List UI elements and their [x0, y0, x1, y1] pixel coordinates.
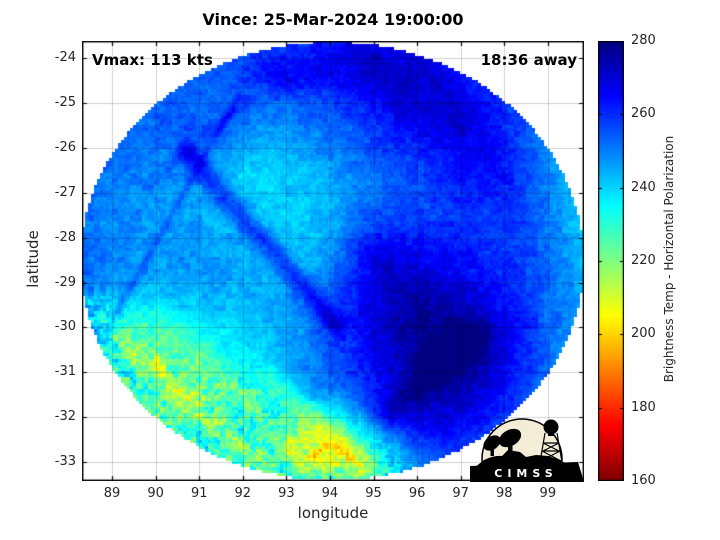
cimss-banner	[470, 462, 584, 482]
y-tick-label: -26	[54, 139, 76, 155]
plot-title: Vince: 25-Mar-2024 19:00:00	[202, 10, 464, 29]
colorbar-tick-label: 200	[631, 326, 656, 342]
x-tick-label: 96	[408, 486, 426, 501]
y-tick-label: -33	[54, 454, 76, 470]
x-tick-label: 89	[103, 486, 121, 501]
x-tick-label: 90	[147, 486, 164, 501]
y-tick-label: -31	[54, 364, 76, 380]
x-axis-label: longitude	[297, 504, 369, 522]
eta-annotation: 18:36 away	[480, 51, 577, 69]
y-tick-label: -24	[54, 50, 76, 66]
water-tower-icon	[538, 419, 564, 469]
y-tick-label: -27	[54, 184, 76, 200]
cimss-logo-text: CIMSS	[494, 467, 557, 480]
x-tick-label: 98	[495, 486, 513, 501]
colorbar-tick-label: 180	[631, 399, 656, 415]
colorbar-tick-label: 280	[631, 33, 656, 48]
x-tick-label: 92	[234, 486, 252, 501]
satellite-brightness-temp-heatmap	[82, 41, 584, 481]
x-tick-label: 94	[321, 486, 339, 501]
y-tick-label: -32	[54, 409, 76, 425]
x-tick-label: 97	[452, 486, 469, 501]
cimss-logo: CIMSS	[470, 418, 584, 482]
y-tick-label: -28	[54, 229, 76, 245]
colorbar	[598, 41, 624, 481]
y-tick-label: -25	[54, 94, 76, 110]
y-tick-label: -29	[54, 274, 76, 290]
x-tick-label: 99	[539, 486, 557, 501]
x-tick-label: 93	[278, 486, 295, 501]
vmax-annotation: Vmax: 113 kts	[92, 51, 213, 69]
x-tick-label: 95	[365, 486, 382, 501]
colorbar-label: Brightness Temp - Horizontal Polarizatio…	[662, 135, 676, 383]
colorbar-tick-label: 240	[631, 179, 656, 195]
colorbar-tick-label: 220	[631, 253, 656, 268]
y-tick-label: -30	[54, 319, 76, 335]
colorbar-tick-label: 160	[631, 473, 656, 488]
colorbar-tick-label: 260	[631, 106, 656, 122]
x-tick-label: 91	[190, 486, 208, 501]
